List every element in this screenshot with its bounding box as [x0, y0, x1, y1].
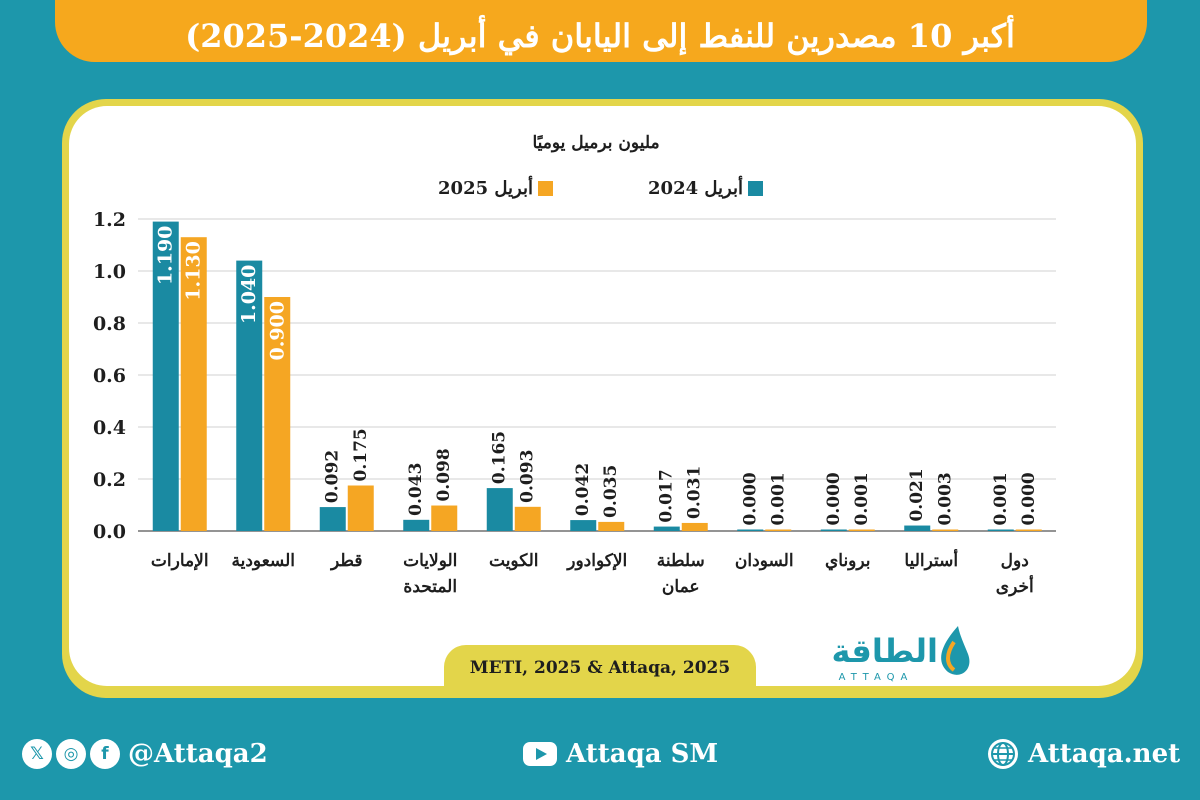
x-tick-label: أستراليا [904, 548, 958, 571]
bar-value-label: 0.000 [740, 472, 760, 525]
bar-value-label: 0.035 [601, 465, 621, 518]
legend-label-2025: أبريل 2025 [438, 176, 533, 199]
x-tick-label: الكويت [489, 551, 539, 571]
bar-value-label: 0.017 [657, 469, 677, 522]
source-tab [444, 645, 756, 689]
bar-2024 [653, 526, 680, 531]
bar-2025 [347, 485, 374, 531]
bar-value-label: 0.031 [685, 466, 705, 519]
bar-2025 [180, 237, 207, 531]
y-axis-ticks: 0.0 0.2 0.4 0.6 0.8 1.0 1.2 [93, 209, 126, 543]
bar-2025 [514, 506, 541, 531]
bar-2025 [681, 522, 708, 531]
bar-value-label: 0.098 [434, 448, 454, 501]
bar-value-label: 1.190 [155, 226, 177, 286]
bar-value-label: 0.003 [935, 472, 955, 525]
bar-2024 [904, 525, 931, 531]
bar-value-label: 0.000 [824, 472, 844, 525]
x-tick-label: دول [1001, 551, 1029, 571]
logo-text: الطاقة [831, 632, 938, 670]
source-citation: METI, 2025 & Attaqa, 2025 [469, 658, 731, 678]
y-tick-label: 1.2 [93, 209, 126, 231]
social-handle[interactable]: @Attaqa2 [128, 739, 268, 769]
bar-2024 [737, 529, 764, 531]
bar-2025 [848, 529, 875, 531]
bar-2024 [486, 488, 513, 531]
bar-value-label: 0.000 [1019, 472, 1039, 525]
x-tick-label: الإكوادور [565, 551, 627, 571]
facebook-icon[interactable]: f [90, 739, 120, 769]
logo-latin-text: ATTAQA [839, 672, 914, 683]
bar-value-label: 0.092 [323, 450, 343, 503]
x-tick-label: الولايات [403, 551, 457, 571]
legend: أبريل 2024 أبريل 2025 [438, 176, 763, 199]
y-tick-label: 1.0 [93, 261, 126, 283]
y-tick-label: 0.8 [93, 313, 126, 335]
y-axis-unit-label: مليون برميل يوميًا [532, 133, 659, 153]
bar-value-label: 0.001 [852, 472, 872, 525]
bar-2025 [431, 505, 458, 531]
grid-lines [138, 218, 1056, 532]
bar-2025 [598, 521, 625, 531]
bar-value-label: 0.042 [573, 463, 593, 516]
y-tick-label: 0.4 [93, 417, 126, 439]
bar-2024 [570, 520, 597, 531]
legend-swatch-2025 [538, 181, 553, 196]
x-tick-label: السودان [735, 551, 794, 571]
y-tick-label: 0.0 [93, 521, 126, 543]
bar-2024 [403, 519, 430, 531]
x-tick-label: عمان [662, 577, 700, 597]
bar-value-label: 0.021 [907, 468, 927, 521]
legend-swatch-2024 [748, 181, 763, 196]
instagram-icon[interactable]: ◎ [56, 739, 86, 769]
x-tick-label: المتحدة [403, 577, 457, 597]
footer-social[interactable]: 𝕏 ◎ f @Attaqa2 [22, 732, 268, 776]
y-tick-label: 0.6 [93, 365, 126, 387]
website-url[interactable]: Attaqa.net [1028, 739, 1181, 769]
y-tick-label: 0.2 [93, 469, 126, 491]
x-tick-label: قطر [329, 551, 362, 571]
x-tick-label: السعودية [232, 551, 295, 571]
x-tick-label: بروناي [825, 551, 871, 571]
bar-2024 [987, 529, 1014, 531]
bar-value-label: 1.130 [183, 241, 205, 301]
bar-2025 [264, 297, 291, 531]
globe-icon[interactable] [986, 737, 1020, 771]
x-icon[interactable]: 𝕏 [22, 739, 52, 769]
x-tick-label: سلطنة [657, 551, 705, 571]
bar-2024 [820, 529, 847, 531]
bar-2025 [765, 529, 792, 531]
bar-value-label: 0.043 [406, 463, 426, 516]
bar-2024 [236, 260, 263, 531]
bar-value-label: 1.040 [238, 265, 260, 325]
bar-value-label: 0.900 [266, 301, 288, 361]
x-tick-label: أخرى [996, 574, 1034, 597]
bar-2024 [152, 221, 179, 531]
bar-value-label: 0.093 [518, 450, 538, 503]
bar-2025 [932, 529, 959, 531]
bar-value-label: 0.001 [991, 472, 1011, 525]
drop-icon [941, 626, 970, 675]
bars: 1.190 1.130 1.040 0.900 0.092 0.175 0.043 0.098… [152, 221, 1042, 531]
bar-value-label: 0.175 [351, 428, 371, 481]
youtube-handle[interactable]: Attaqa SM [566, 739, 719, 769]
bar-value-label: 0.165 [490, 431, 510, 484]
youtube-icon[interactable] [522, 741, 558, 767]
bar-2025 [1015, 529, 1042, 531]
x-tick-label: الإمارات [151, 551, 209, 571]
x-axis-labels: الإمارات السعودية قطر الولايات المتحدة الكويت… [151, 548, 1034, 597]
page-title: أكبر 10 مصدرين للنفط إلى اليابان في أبري… [185, 17, 1015, 55]
bar-value-label: 0.001 [768, 472, 788, 525]
footer-website[interactable]: Attaqa.net [986, 732, 1180, 776]
footer-youtube[interactable]: Attaqa SM [522, 732, 718, 776]
title-banner [55, 0, 1147, 62]
bar-2024 [319, 507, 346, 531]
legend-label-2024: أبريل 2024 [648, 176, 743, 199]
attaqa-logo: الطاقة ATTAQA [831, 626, 970, 683]
